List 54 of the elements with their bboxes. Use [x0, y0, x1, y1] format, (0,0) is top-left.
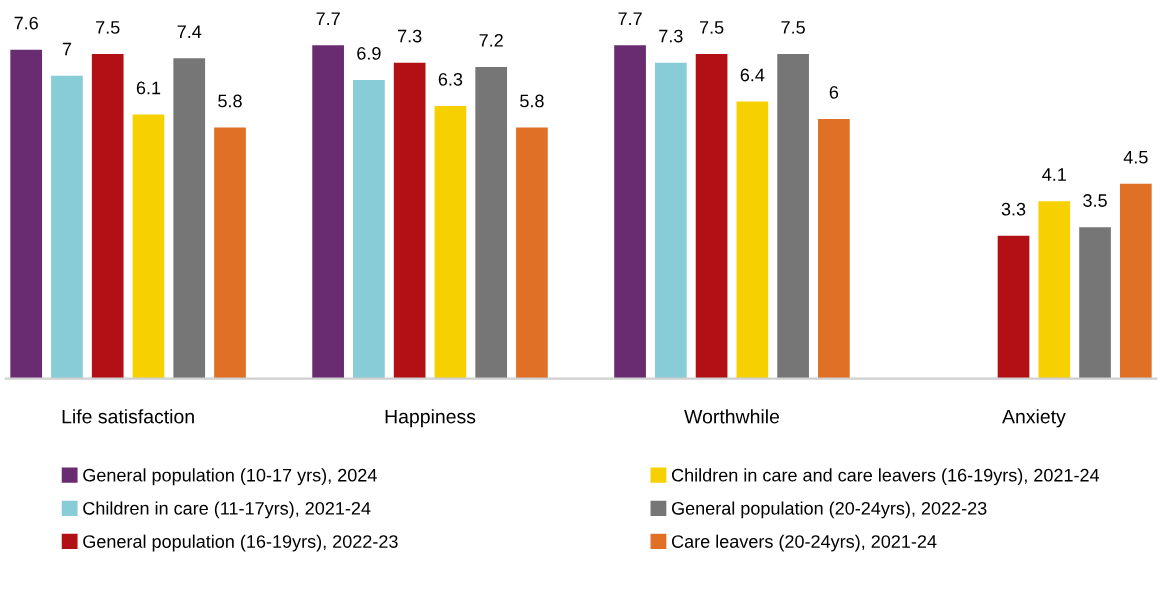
data-label: 7.4 — [177, 25, 202, 38]
data-label: 7.6 — [14, 16, 38, 30]
data-label: 7.7 — [316, 12, 340, 25]
data-label: 6 — [829, 85, 839, 99]
data-label: 7.5 — [781, 21, 805, 34]
data-label: 5.8 — [520, 94, 544, 108]
data-label: 5.8 — [218, 94, 242, 108]
bar — [91, 54, 124, 379]
bar — [1119, 183, 1152, 379]
data-label: 6.3 — [438, 72, 463, 86]
bar — [475, 66, 508, 379]
bar — [614, 45, 646, 379]
bar — [654, 62, 687, 379]
bar — [736, 101, 769, 379]
bar — [132, 114, 165, 379]
data-label: 7.5 — [699, 21, 724, 34]
legend-label: Care leavers (20-24yrs), 2021-24 — [671, 534, 937, 552]
data-label: 7.3 — [659, 29, 683, 43]
data-label: 7 — [62, 42, 72, 56]
bar — [777, 54, 809, 379]
data-label: 6.1 — [136, 81, 161, 95]
bar — [997, 235, 1030, 379]
x-tick-label: Worthwhile — [684, 409, 780, 424]
bar — [1079, 227, 1111, 379]
data-label: 3.3 — [1001, 202, 1026, 216]
legend-label: General population (16-19yrs), 2022-23 — [83, 534, 398, 552]
data-label: 4.1 — [1042, 168, 1066, 181]
bar — [1038, 201, 1071, 379]
data-label: 7.3 — [398, 29, 422, 43]
data-label: 7.5 — [96, 21, 120, 34]
bar — [434, 105, 467, 379]
bar — [393, 62, 426, 379]
legend-label: Children in care (11-17yrs), 2021-24 — [83, 501, 371, 519]
bar — [10, 49, 43, 379]
data-label: 6.9 — [357, 46, 381, 60]
data-label: 7.7 — [618, 12, 642, 25]
x-tick-label: Anxiety — [1002, 409, 1066, 428]
x-tick-label: Life satisfaction — [62, 409, 194, 424]
bar — [214, 127, 246, 379]
data-label: 7.2 — [479, 33, 503, 47]
legend-label: General population (10-17 yrs), 2024 — [83, 468, 377, 486]
data-label: 3.5 — [1083, 194, 1107, 207]
bar — [516, 127, 548, 379]
bar — [173, 58, 206, 379]
bar — [312, 45, 344, 379]
legend-label: General population (20-24yrs), 2022-23 — [671, 501, 987, 519]
legend-label: Children in care and care leavers (16-19yrs), 2021-24 — [671, 468, 1100, 486]
bar — [818, 118, 850, 379]
bar — [51, 75, 83, 379]
bar — [353, 79, 385, 379]
data-label: 4.5 — [1123, 151, 1148, 164]
data-label: 6.4 — [740, 68, 765, 82]
bar — [695, 54, 728, 379]
x-tick-label: Happiness — [385, 409, 476, 428]
